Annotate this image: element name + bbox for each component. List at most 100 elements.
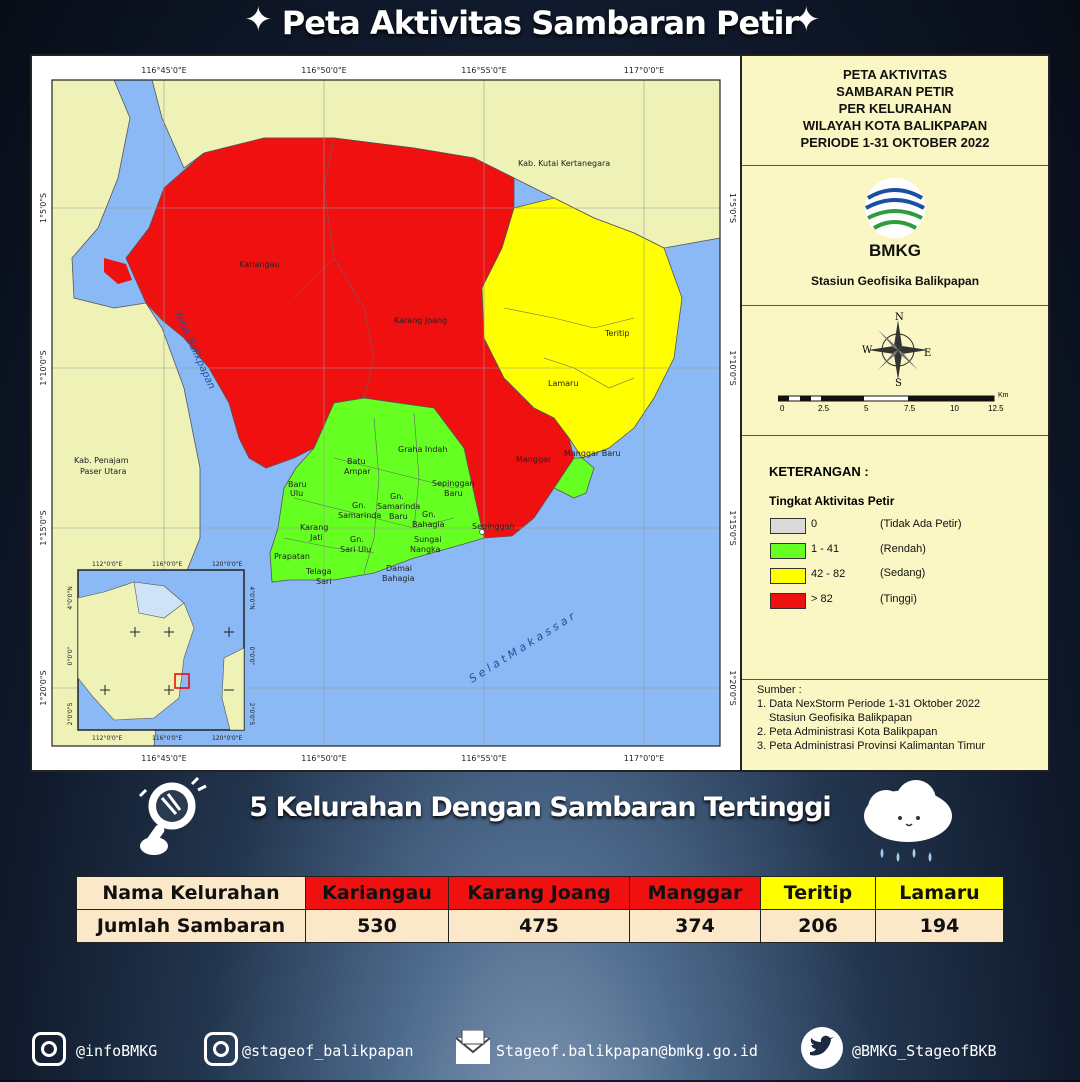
label-teritip: Teritip [604,329,629,338]
legend-range: 1 - 41 [811,543,840,555]
top-kelurahan-table: Nama Kelurahan Kariangau Karang Joang Ma… [76,876,1004,943]
map-svg: 116°45'0"E 116°50'0"E 116°55'0"E 117°0'0… [39,66,737,763]
table-row: Jumlah Sambaran 530 475 374 206 194 [76,909,1004,943]
label-karang-joang: Karang Joang [394,316,447,325]
label-kutai: Kab. Kutai Kertanegara [518,159,610,168]
instagram-handle[interactable]: @infoBMKG [76,1042,158,1060]
scale-tick: 10 [950,404,959,413]
inset-tick: 0°0'0" [248,647,255,666]
row-label: Jumlah Sambaran [76,909,306,943]
page-title: Peta Aktivitas Sambaran Petir [281,4,799,42]
scale-bar [778,395,995,402]
table-cell: 530 [305,909,449,943]
email-address[interactable]: Stageof.balikpapan@bmkg.go.id [496,1042,758,1060]
inset-tick: 120°0'0"E [212,735,242,742]
label-graha-indah: Graha Indah [398,445,447,454]
label-gn-bahagia: Bahagia [412,520,445,529]
keterangan-title: KETERANGAN : [769,464,869,479]
label-sepinggan: Sepinggan [472,522,515,531]
inset-tick: 4°0'0"N [248,586,255,609]
table-header-cell: Lamaru [875,876,1004,910]
tick-left: 1°20'0"S [39,670,48,705]
label-sungai-nangka: Sungai [414,535,441,544]
legend-desc: (Tinggi) [880,593,917,605]
inset-tick: 112°0'0"E [92,735,122,742]
compass-e: E [924,348,932,359]
instagram-handle[interactable]: @stageof_balikpapan [242,1042,414,1060]
tick-right: 1°20'0"S [728,670,737,705]
mail-icon[interactable] [454,1030,492,1066]
scale-tick: 2.5 [818,404,830,413]
legend-title: PETA AKTIVITAS SAMBARAN PETIR PER KELURA… [800,67,990,150]
legend-range: > 82 [811,593,833,605]
twitter-icon[interactable] [800,1026,844,1070]
label-sepinggan-baru: Sepinggan [432,479,475,488]
table-cell: 194 [875,909,1004,943]
sources-section: Sumber : 1. Data NexStorm Periode 1-31 O… [742,680,1048,770]
label-baru-ulu: Baru [288,480,307,489]
label-damai-bahagia: Bahagia [382,574,415,583]
table-header-cell: Manggar [629,876,761,910]
label-gn-sari-ulu: Gn. [350,535,364,544]
tick-left: 1°10'0"S [39,350,48,385]
source-item: 1. Data NexStorm Periode 1-31 Oktober 20… [757,698,981,710]
tick-right: 1°5'0"S [728,193,737,223]
label-manggar: Manggar [516,455,552,464]
table-cell: 206 [760,909,876,943]
source-item: Stasiun Geofisika Balikpapan [769,712,913,724]
label-lamaru: Lamaru [548,379,578,388]
tick-top: 117°0'0"E [624,66,664,75]
instagram-icon[interactable] [32,1032,66,1066]
tick-right: 1°15'0"S [728,510,737,545]
legend-desc: (Sedang) [880,567,926,579]
legend-desc: (Rendah) [880,543,926,555]
label-gn-bahagia: Gn. [422,510,436,519]
legend-range: 42 - 82 [811,568,846,580]
tick-bottom: 116°45'0"E [141,754,186,763]
label-sepinggan-baru: Baru [444,489,463,498]
legend-swatch-none [770,518,806,534]
label-prapatan: Prapatan [274,552,310,561]
source-item: 2. Peta Administrasi Kota Balikpapan [757,726,938,738]
label-damai-bahagia: Damai [386,564,412,573]
tick-labels: 116°45'0"E 116°50'0"E 116°55'0"E 117°0'0… [39,66,737,763]
legend-swatch-high [770,593,806,609]
keterangan-section: KETERANGAN : Tingkat Aktivitas Petir 0 (… [742,436,1048,680]
label-gn-samarinda-baru: Samarinda [377,502,420,511]
table-header-cell: Kariangau [305,876,449,910]
inset-tick: 120°0'0"E [212,561,242,568]
compass-s: S [895,378,902,389]
tingkat-title: Tingkat Aktivitas Petir [769,494,895,508]
twitter-handle[interactable]: @BMKG_StageofBKB [852,1042,997,1060]
table-cell: 374 [629,909,761,943]
district-boundaries [283,137,635,574]
compass-icon [868,320,928,380]
sparkle-icon: ✦ [792,1,821,39]
tick-left: 1°5'0"S [39,193,48,223]
inset-tick: 2°0'0"S [248,703,255,726]
section-title: 5 Kelurahan Dengan Sambaran Tertinggi [249,792,831,823]
scale-tick: 12.5 [988,404,1004,413]
region-manggar-baru [553,457,595,499]
compass-w: W [862,345,873,356]
instagram-icon[interactable] [204,1032,238,1066]
sources-title: Sumber : [757,684,802,696]
label-sungai-nangka: Nangka [410,545,441,554]
label-baru-ulu: Ulu [290,489,303,498]
source-item: 3. Peta Administrasi Provinsi Kalimantan… [757,740,986,752]
map-panel: 116°45'0"E 116°50'0"E 116°55'0"E 117°0'0… [34,58,738,768]
label-gn-samarinda: Gn. [352,501,366,510]
legend-range: 0 [811,518,818,530]
logo-section: BMKG Stasiun Geofisika Balikpapan [742,166,1048,306]
island-red [104,258,132,284]
inset-tick: 2°0'0"S [67,702,74,725]
place-labels: Kab. Kutai Kertanegara Kariangau Karang … [74,159,629,586]
label-gn-samarinda: Samarinda [338,511,381,520]
label-batu-ampar: Batu [347,457,366,466]
inset-tick: 0°0'0" [67,646,74,665]
inset-tick: 116°0'0"E [152,561,182,568]
station-name: Stasiun Geofisika Balikpapan [810,274,980,288]
scale-unit: Km [998,392,1009,399]
logo-text: BMKG [869,241,921,260]
label-penajam: Kab. Penajam [74,456,129,465]
